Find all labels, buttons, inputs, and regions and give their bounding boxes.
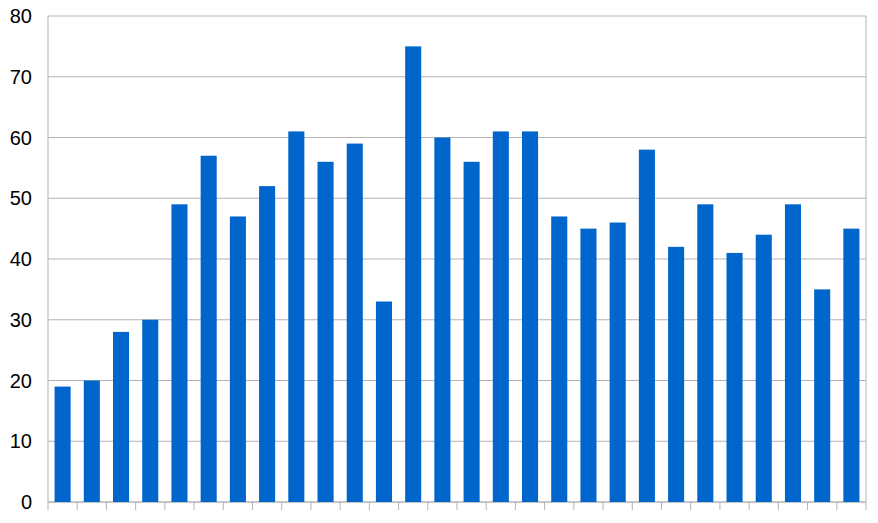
x-tick xyxy=(164,502,165,510)
x-tick xyxy=(544,502,545,510)
bar xyxy=(843,229,859,502)
y-tick-label: 0 xyxy=(21,491,32,513)
x-tick xyxy=(77,502,78,510)
y-tick-label: 50 xyxy=(10,187,32,209)
x-tick xyxy=(252,502,253,510)
bar xyxy=(785,204,801,502)
bar xyxy=(55,387,71,502)
bar xyxy=(522,131,538,502)
x-tick xyxy=(48,502,49,510)
grid-line xyxy=(48,319,866,320)
x-tick xyxy=(690,502,691,510)
x-tick xyxy=(749,502,750,510)
bar xyxy=(84,381,100,503)
bar xyxy=(639,150,655,502)
x-tick xyxy=(807,502,808,510)
bar xyxy=(464,162,480,502)
bar xyxy=(727,253,743,502)
x-tick xyxy=(661,502,662,510)
bar xyxy=(756,235,772,502)
x-tick xyxy=(836,502,837,510)
grid-line xyxy=(48,259,866,260)
bar xyxy=(142,320,158,502)
grid-line xyxy=(48,137,866,138)
grid-line xyxy=(48,441,866,442)
x-tick xyxy=(310,502,311,510)
x-tick xyxy=(486,502,487,510)
x-tick xyxy=(281,502,282,510)
bar xyxy=(171,204,187,502)
y-tick-label: 80 xyxy=(10,5,32,27)
x-tick xyxy=(603,502,604,510)
x-tick xyxy=(457,502,458,510)
bar xyxy=(230,216,246,502)
x-tick xyxy=(427,502,428,510)
x-tick xyxy=(135,502,136,510)
grid-line xyxy=(48,380,866,381)
bar xyxy=(405,46,421,502)
x-tick xyxy=(340,502,341,510)
bar xyxy=(610,223,626,502)
x-tick xyxy=(719,502,720,510)
grid-line xyxy=(48,16,866,17)
x-tick xyxy=(866,502,867,510)
x-tick xyxy=(632,502,633,510)
grid-line xyxy=(48,76,866,77)
bars xyxy=(55,46,860,502)
chart: 0 10 20 30 40 50 60 70 80 xyxy=(0,0,878,523)
bar xyxy=(814,289,830,502)
bar xyxy=(318,162,334,502)
bar xyxy=(551,216,567,502)
bar xyxy=(376,302,392,502)
bar xyxy=(288,131,304,502)
bar xyxy=(347,144,363,502)
bar xyxy=(434,138,450,503)
x-tick xyxy=(223,502,224,510)
x-tick xyxy=(194,502,195,510)
y-tick-label: 40 xyxy=(10,248,32,270)
x-tick xyxy=(106,502,107,510)
y-axis-line xyxy=(48,16,49,502)
x-tick xyxy=(778,502,779,510)
y-tick-label: 70 xyxy=(10,66,32,88)
bar xyxy=(259,186,275,502)
x-tick xyxy=(573,502,574,510)
bar xyxy=(697,204,713,502)
grid-line xyxy=(48,198,866,199)
x-tick xyxy=(398,502,399,510)
bar xyxy=(493,131,509,502)
bar xyxy=(113,332,129,502)
y-tick-label: 10 xyxy=(10,430,32,452)
frame-right xyxy=(866,16,867,502)
x-tick xyxy=(515,502,516,510)
bar xyxy=(201,156,217,502)
bar xyxy=(580,229,596,502)
bar xyxy=(668,247,684,502)
y-tick-label: 30 xyxy=(10,309,32,331)
x-tick xyxy=(369,502,370,510)
y-tick-label: 60 xyxy=(10,127,32,149)
y-tick-label: 20 xyxy=(10,370,32,392)
